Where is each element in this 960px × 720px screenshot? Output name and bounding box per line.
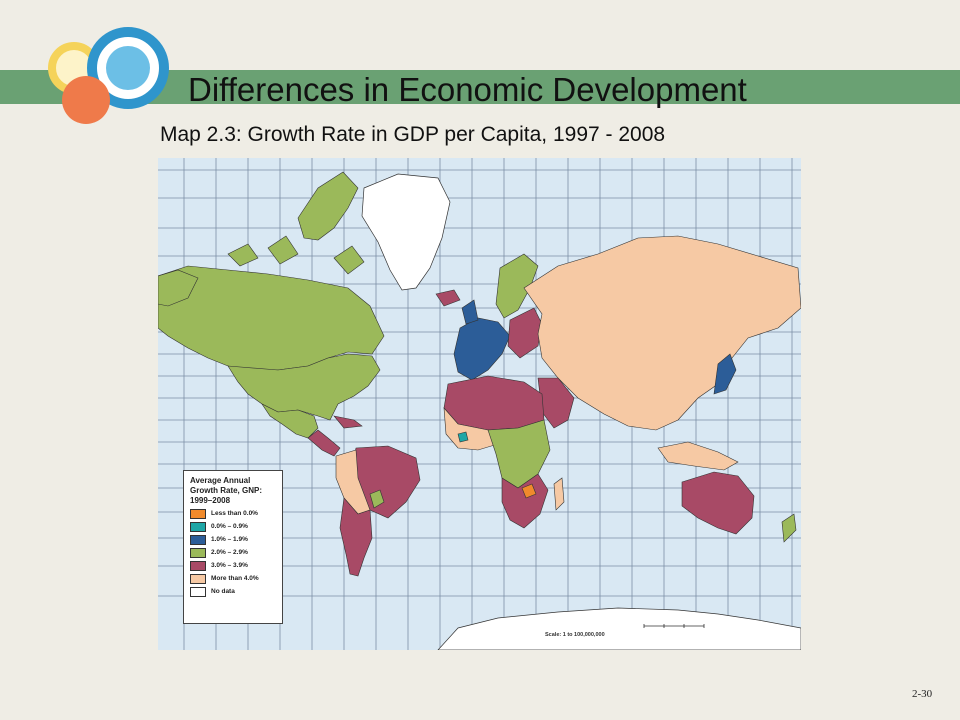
scale-bar [643, 624, 705, 628]
canadian-arctic-islands [227, 171, 365, 275]
legend-label: 2.0% – 2.9% [211, 549, 248, 556]
legend-label: 1.0% – 1.9% [211, 536, 248, 543]
legend-items: Less than 0.0% 0.0% – 0.9% 1.0% – 1.9% 2.0%… [190, 509, 276, 597]
country-argentina-chile [339, 497, 373, 577]
new-zealand [781, 513, 797, 543]
country-zimbabwe [521, 483, 537, 499]
legend-swatch [190, 548, 206, 558]
country-usa [227, 353, 381, 421]
legend-label: No data [211, 588, 235, 595]
legend-item: No data [190, 587, 276, 597]
light-blue-dot [106, 46, 150, 90]
western-europe [453, 317, 511, 381]
scandinavia [495, 253, 539, 319]
legend-swatch [190, 509, 206, 519]
australia [681, 471, 755, 535]
legend-item: 1.0% – 1.9% [190, 535, 276, 545]
country-mexico [261, 403, 319, 439]
orange-dot [62, 76, 110, 124]
central-america [307, 429, 341, 457]
antarctica [437, 607, 801, 650]
southeast-asia-islands [657, 441, 739, 471]
legend-label: More than 4.0% [211, 575, 259, 582]
country-canada [158, 265, 385, 371]
legend-title: Average Annual Growth Rate, GNP: 1999–20… [190, 476, 263, 505]
country-paraguay [369, 489, 385, 509]
eastern-europe [507, 307, 543, 359]
legend-label: 0.0% – 0.9% [211, 523, 248, 530]
caribbean [333, 415, 363, 429]
legend-item: 2.0% – 2.9% [190, 548, 276, 558]
legend-swatch [190, 561, 206, 571]
iceland [435, 289, 461, 307]
legend-item: Less than 0.0% [190, 509, 276, 519]
map-legend: Average Annual Growth Rate, GNP: 1999–20… [183, 470, 283, 624]
legend-item: More than 4.0% [190, 574, 276, 584]
legend-swatch [190, 574, 206, 584]
west-africa [443, 407, 499, 451]
scale-label: Scale: 1 to 100,000,000 [545, 632, 605, 638]
legend-label: 3.0% – 3.9% [211, 562, 248, 569]
legend-item: 0.0% – 0.9% [190, 522, 276, 532]
legend-label: Less than 0.0% [211, 510, 258, 517]
uk [461, 299, 479, 325]
madagascar [553, 477, 565, 511]
gulf-states [457, 431, 469, 443]
legend-swatch [190, 522, 206, 532]
country-alaska [158, 269, 199, 307]
decorative-circles-logo [48, 27, 169, 124]
legend-swatch [190, 535, 206, 545]
slide-subtitle: Map 2.3: Growth Rate in GDP per Capita, … [160, 123, 666, 146]
greenland [361, 173, 451, 291]
southern-africa [501, 473, 549, 529]
legend-swatch [190, 587, 206, 597]
slide-number: 2-30 [912, 688, 933, 700]
legend-item: 3.0% – 3.9% [190, 561, 276, 571]
japan [713, 353, 737, 395]
slide-title: Differences in Economic Development [188, 71, 747, 108]
